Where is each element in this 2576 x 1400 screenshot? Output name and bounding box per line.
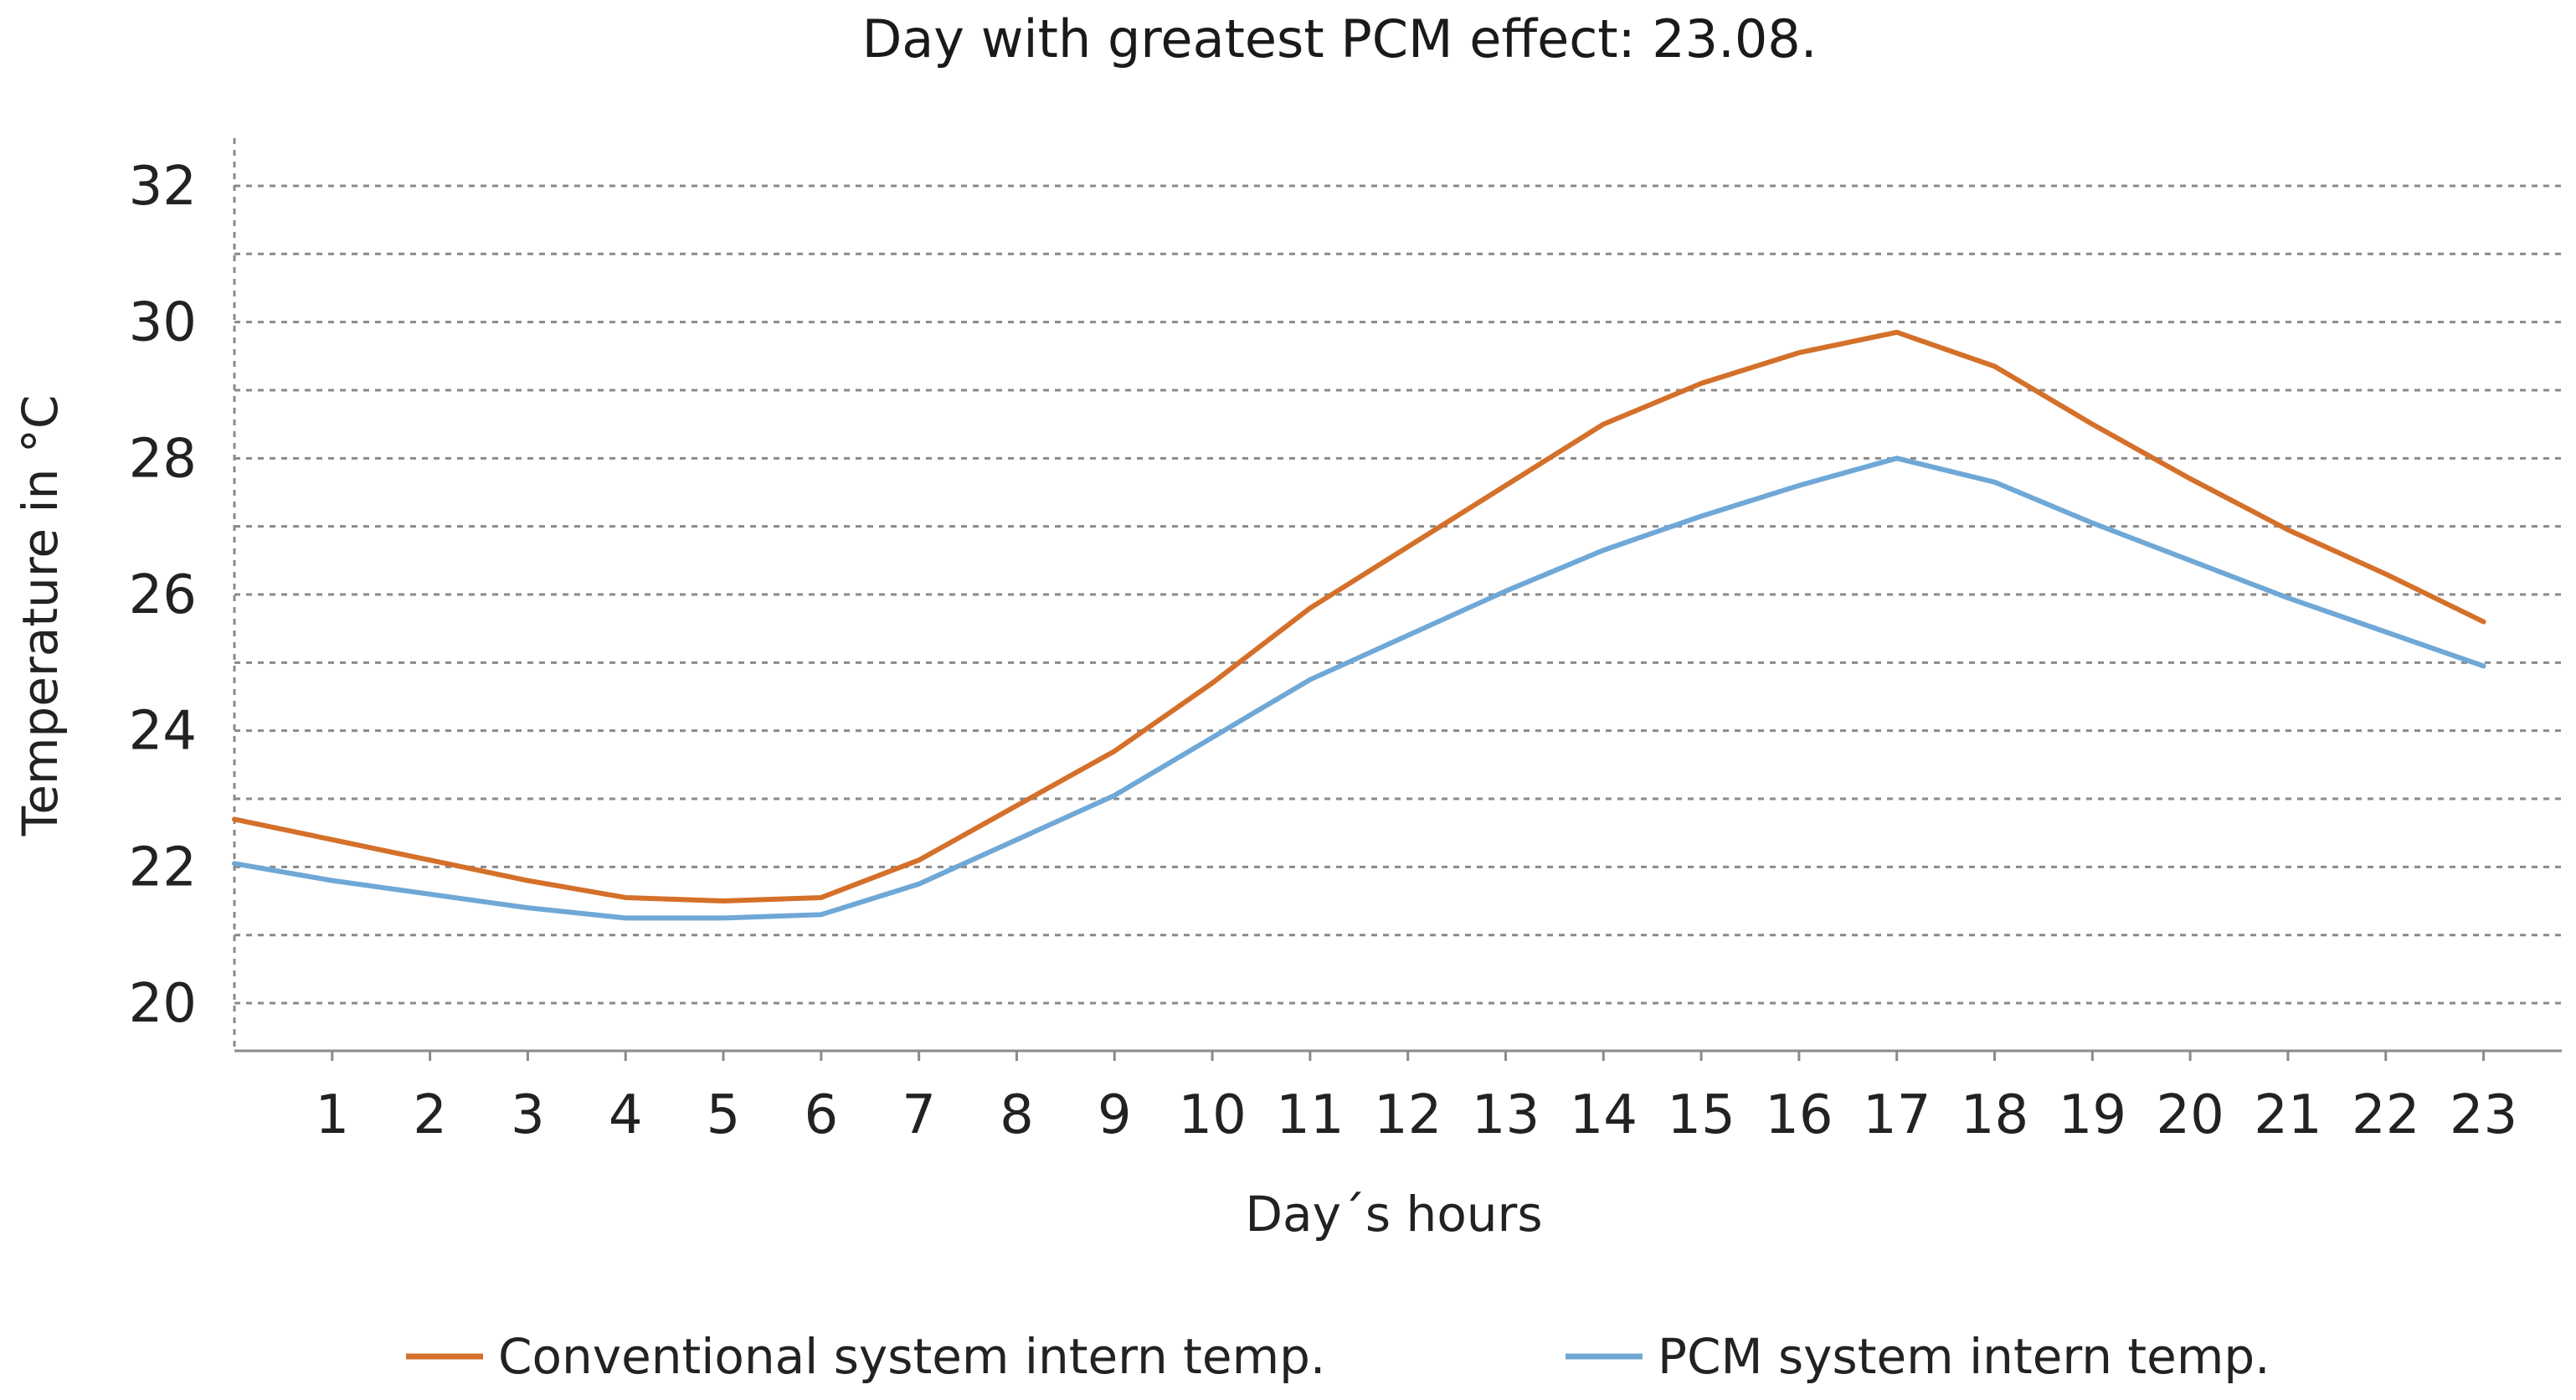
y-tick-label-30: 30 [129, 292, 197, 354]
x-tick-label-4: 4 [609, 1084, 643, 1146]
x-tick-label-14: 14 [1570, 1084, 1638, 1146]
x-tick-label-10: 10 [1178, 1084, 1246, 1146]
x-tick-label-22: 22 [2352, 1084, 2419, 1146]
x-tick-labels: 1 2 3 4 5 6 7 8 9 10 11 12 13 14 15 16 17 18 19 20 21 22 23 [315, 1051, 2517, 1146]
x-tick-label-1: 1 [315, 1084, 349, 1146]
x-tick-label-18: 18 [1961, 1084, 2028, 1146]
gridlines [234, 184, 2562, 1005]
x-tick-label-8: 8 [1000, 1084, 1034, 1146]
series-lines [232, 329, 2486, 921]
x-tick-label-20: 20 [2156, 1084, 2224, 1146]
x-tick-label-13: 13 [1472, 1084, 1540, 1146]
legend-label-pcm: PCM system intern temp. [1658, 1328, 2270, 1385]
x-tick-label-5: 5 [707, 1084, 741, 1146]
y-tick-label-24: 24 [129, 701, 197, 763]
y-tick-label-28: 28 [129, 428, 197, 490]
x-tick-label-7: 7 [902, 1084, 936, 1146]
x-tick-label-9: 9 [1098, 1084, 1132, 1146]
x-tick-label-17: 17 [1863, 1084, 1931, 1146]
x-tick-label-6: 6 [804, 1084, 838, 1146]
x-tick-label-15: 15 [1667, 1084, 1735, 1146]
y-tick-labels: 20 22 24 26 28 30 32 [129, 156, 197, 1035]
x-tick-label-23: 23 [2450, 1084, 2517, 1146]
x-tick-label-19: 19 [2059, 1084, 2126, 1146]
x-tick-label-11: 11 [1276, 1084, 1344, 1146]
x-tick-label-21: 21 [2254, 1084, 2321, 1146]
y-tick-label-20: 20 [129, 973, 197, 1035]
x-tick-label-16: 16 [1765, 1084, 1833, 1146]
y-tick-label-26: 26 [129, 564, 197, 626]
y-tick-label-32: 32 [129, 156, 197, 218]
series-line-conventional [232, 329, 2486, 904]
x-axis-title: Day´s hours [1245, 1186, 1542, 1243]
axes [233, 138, 2562, 1053]
y-axis-title: Temperature in °C [12, 395, 69, 837]
legend: Conventional system intern temp. PCM syst… [406, 1328, 2270, 1385]
y-tick-label-22: 22 [129, 836, 197, 898]
chart-title: Day with greatest PCM effect: 23.08. [862, 8, 1818, 69]
x-tick-label-3: 3 [511, 1084, 545, 1146]
legend-label-conventional: Conventional system intern temp. [498, 1328, 1325, 1385]
x-tick-label-2: 2 [413, 1084, 447, 1146]
x-tick-label-12: 12 [1374, 1084, 1442, 1146]
series-line-pcm [232, 456, 2486, 921]
